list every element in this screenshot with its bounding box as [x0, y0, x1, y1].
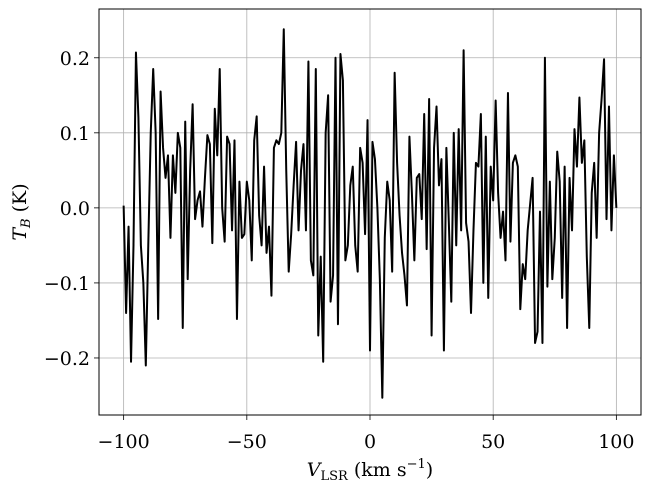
- y-label-main: T: [9, 227, 31, 241]
- data-line: [122, 28, 618, 399]
- x-tick-label: −100: [98, 431, 150, 453]
- x-label-main: V: [307, 459, 323, 481]
- x-axis-label: VLSR (km s−1): [307, 457, 433, 484]
- y-label-rest: (K): [9, 183, 31, 218]
- y-label-sub: B: [19, 218, 34, 229]
- y-tick-label: −0.1: [44, 273, 90, 295]
- x-tick-label: 0: [364, 431, 376, 453]
- x-label-rest: (km s: [348, 459, 407, 481]
- x-label-sub: LSR: [321, 469, 350, 484]
- x-label-sup: −1: [407, 457, 426, 472]
- y-tick-label: 0.1: [60, 123, 90, 145]
- y-tick-label: −0.2: [44, 348, 90, 370]
- x-tick-label: 50: [481, 431, 505, 453]
- x-tick-label: 100: [598, 431, 634, 453]
- y-tick-label: 0.0: [60, 198, 90, 220]
- x-tick-label: −50: [227, 431, 267, 453]
- x-label-end: ): [426, 459, 433, 481]
- y-tick-label: 0.2: [60, 48, 90, 70]
- y-axis-label: TB (K): [9, 183, 34, 240]
